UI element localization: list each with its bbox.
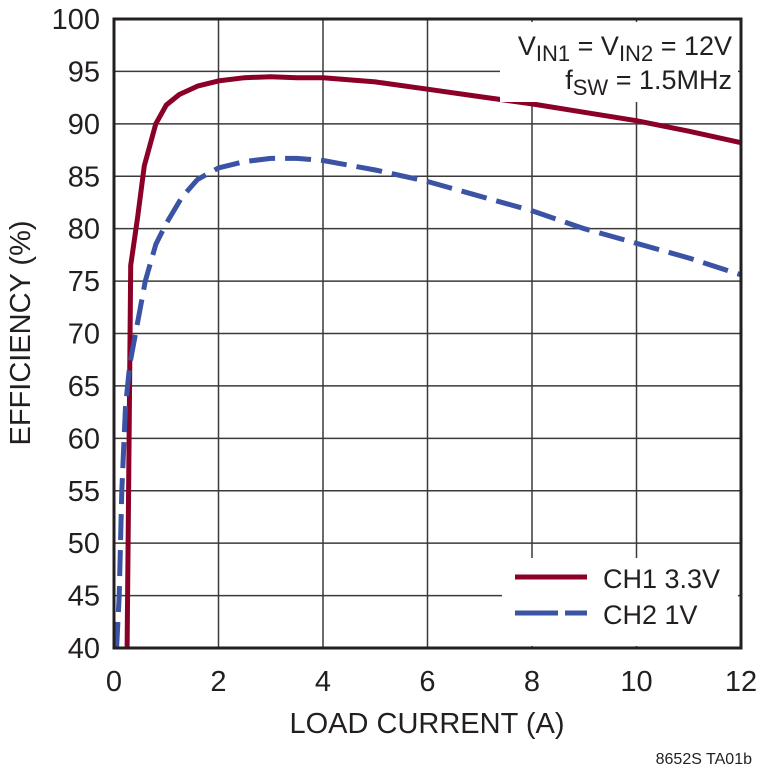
y-tick-label: 45 [68,581,100,613]
x-tick-label: 8 [524,666,540,698]
x-tick-label: 10 [620,666,652,698]
figure-id: 8652S TA01b [656,751,752,768]
fsw-annotation: fSW = 1.5MHz [565,65,732,100]
legend-bg [502,558,738,646]
y-tick-label: 85 [68,161,100,193]
legend-label-1: CH1 3.3V [603,564,720,594]
y-tick-label: 50 [68,528,100,560]
series-line-2 [114,155,742,649]
x-tick-label: 6 [419,666,435,698]
vin-annotation: VIN1 = VIN2 = 12V [518,31,732,66]
x-axis-tick-labels: 0 2 4 6 8 10 12 [106,666,757,698]
y-tick-label: 100 [52,4,100,36]
plot-frame [112,17,743,650]
x-axis-title: LOAD CURRENT (A) [290,708,565,740]
y-tick-label: 80 [68,214,100,246]
y-tick-label: 90 [68,109,100,141]
x-tick-label: 4 [315,666,331,698]
y-axis-tick-labels: 40 45 50 55 60 65 70 75 80 85 90 95 100 [52,4,100,665]
data-series [114,74,742,649]
y-tick-label: 60 [68,423,100,455]
y-tick-label: 95 [68,56,100,88]
y-tick-label: 55 [68,476,100,508]
annotation-bg-top [500,22,738,70]
legend-label-2: CH2 1V [603,600,698,630]
series-line-1 [124,74,742,649]
grid-lines [113,18,742,649]
x-tick-label: 0 [106,666,122,698]
legend: CH1 3.3V CH2 1V [515,564,720,630]
annotation-background [500,22,738,646]
y-tick-label: 40 [68,633,100,665]
y-axis-title: EFFICIENCY (%) [5,220,37,445]
y-tick-label: 70 [68,319,100,351]
x-tick-label: 2 [210,666,226,698]
y-tick-label: 75 [68,266,100,298]
y-tick-label: 65 [68,371,100,403]
x-tick-label: 12 [725,666,757,698]
